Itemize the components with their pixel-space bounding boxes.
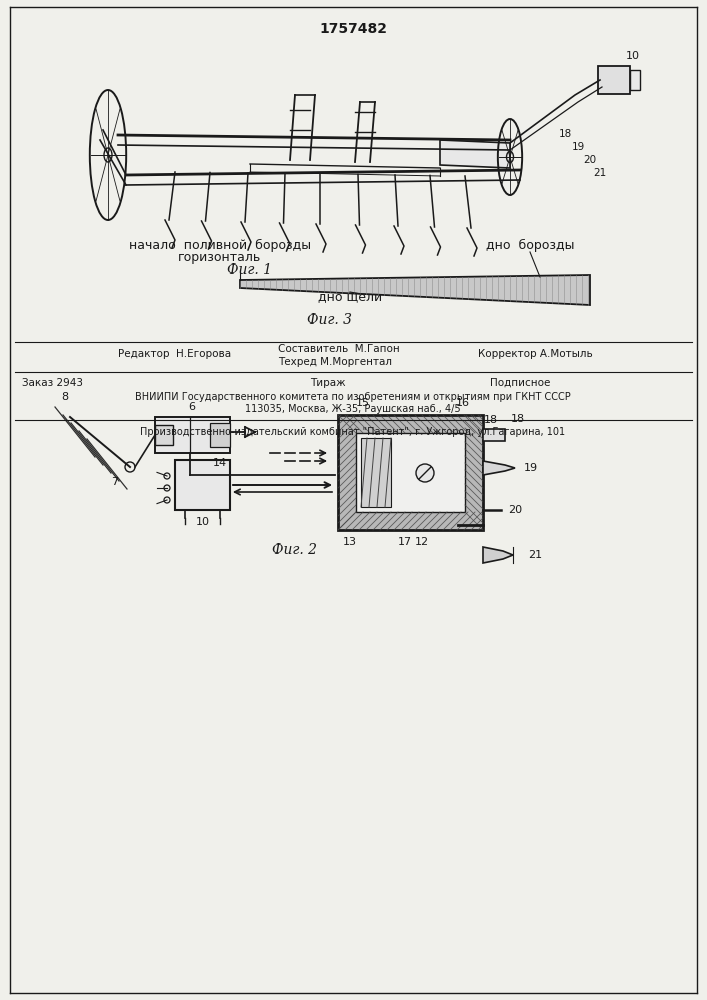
- Bar: [483, 429, 505, 441]
- Text: 10: 10: [196, 517, 210, 527]
- Bar: [361, 438, 391, 507]
- Text: Корректор А.Мотыль: Корректор А.Мотыль: [478, 349, 592, 359]
- Text: 18: 18: [484, 415, 498, 425]
- Text: 20: 20: [508, 505, 522, 515]
- Text: 19: 19: [524, 463, 538, 473]
- Polygon shape: [240, 275, 590, 305]
- Text: 21: 21: [528, 550, 542, 560]
- Text: дно  борозды: дно борозды: [486, 238, 574, 252]
- Bar: [338, 415, 483, 530]
- Text: дно щели: дно щели: [318, 290, 382, 304]
- Text: 10: 10: [626, 51, 640, 61]
- Text: Составитель  М.Гапон: Составитель М.Гапон: [278, 344, 399, 354]
- Text: 20: 20: [583, 155, 597, 165]
- Text: 8: 8: [62, 392, 69, 402]
- Text: Фиг. 1: Фиг. 1: [228, 263, 272, 277]
- Text: 12: 12: [415, 537, 429, 547]
- Text: горизонталь: горизонталь: [178, 251, 262, 264]
- Text: 13: 13: [343, 537, 357, 547]
- Text: Производственно-издательский комбинат "Патент", г. Ужгород, ул.Гагарина, 101: Производственно-издательский комбинат "П…: [141, 427, 566, 437]
- Bar: [155, 417, 230, 453]
- Bar: [356, 433, 465, 512]
- Bar: [155, 425, 173, 445]
- Text: начало  поливной  борозды: начало поливной борозды: [129, 238, 311, 252]
- Text: Техред М.Моргентал: Техред М.Моргентал: [278, 357, 392, 367]
- Text: 19: 19: [571, 142, 585, 152]
- Polygon shape: [483, 461, 515, 475]
- Text: 14: 14: [213, 458, 227, 468]
- Text: Заказ 2943: Заказ 2943: [22, 378, 83, 388]
- Circle shape: [416, 464, 434, 482]
- Text: ВНИИПИ Государственного комитета по изобретениям и открытиям при ГКНТ СССР: ВНИИПИ Государственного комитета по изоб…: [135, 392, 571, 402]
- Text: 113035, Москва, Ж-35, Раушская наб., 4/5: 113035, Москва, Ж-35, Раушская наб., 4/5: [245, 404, 461, 414]
- Polygon shape: [483, 547, 513, 563]
- Bar: [210, 423, 230, 447]
- Text: Тираж: Тираж: [310, 378, 346, 388]
- Text: 17: 17: [398, 537, 412, 547]
- Bar: [598, 66, 630, 94]
- Text: 18: 18: [511, 414, 525, 424]
- Text: 6: 6: [189, 402, 196, 412]
- Text: 15: 15: [356, 398, 370, 408]
- Polygon shape: [440, 140, 510, 168]
- Bar: [175, 460, 230, 510]
- Text: Фиг. 3: Фиг. 3: [308, 313, 353, 327]
- Text: 18: 18: [559, 129, 572, 139]
- Text: 21: 21: [593, 168, 607, 178]
- Text: 1757482: 1757482: [319, 22, 387, 36]
- Text: Редактор  Н.Егорова: Редактор Н.Егорова: [118, 349, 231, 359]
- Text: Фиг. 2: Фиг. 2: [272, 543, 317, 557]
- Bar: [630, 70, 640, 90]
- Text: Подписное: Подписное: [490, 378, 550, 388]
- Text: 7: 7: [112, 477, 119, 487]
- Text: 16: 16: [456, 398, 470, 408]
